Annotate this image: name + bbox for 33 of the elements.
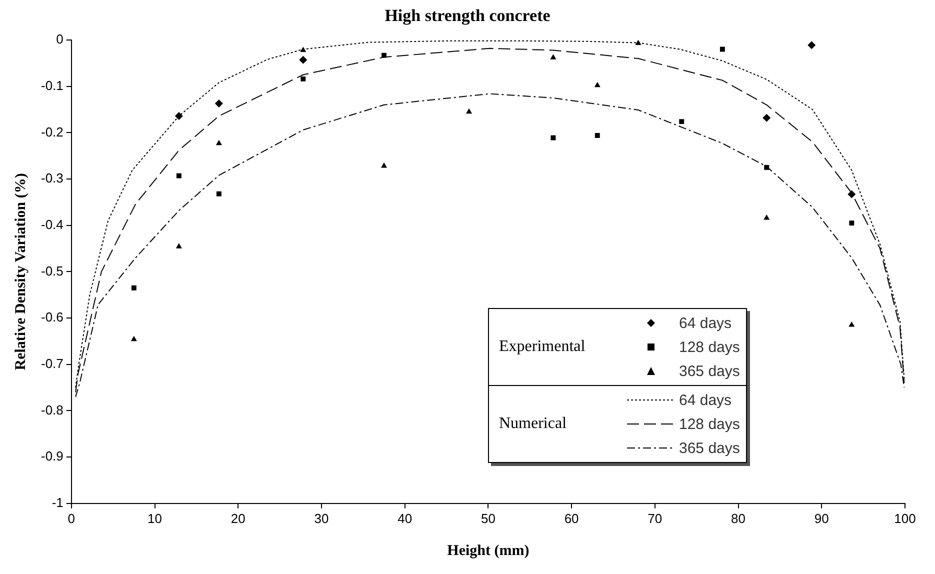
legend-label: 64 days <box>679 392 732 408</box>
y-tick-label: -0.4 <box>40 216 64 232</box>
legend-label: 64 days <box>679 314 732 332</box>
legend-label: 128 days <box>679 338 740 356</box>
y-tick-label: -0.6 <box>40 310 64 325</box>
x-tick-label: 70 <box>648 510 662 526</box>
y-tick-label: -1 <box>52 494 64 510</box>
legend-label: 365 days <box>679 440 740 456</box>
y-tick-label: -0.9 <box>40 448 64 464</box>
y-tick-label: -0.1 <box>40 78 64 93</box>
x-tick-label: 90 <box>814 510 829 526</box>
chart-title: High strength concrete <box>384 6 552 26</box>
y-tick-label: -0.5 <box>40 263 64 278</box>
y-tick-label: -0.8 <box>40 402 64 418</box>
annotation: Experimental <box>498 338 586 356</box>
x-tick-label: 100 <box>894 510 916 526</box>
x-tick-label: 20 <box>230 510 246 526</box>
y-tick-label: 0 <box>56 32 64 47</box>
legend-label: 128 days <box>679 416 740 432</box>
y-tick-label: -0.7 <box>40 356 64 371</box>
y-axis-title: Relative Density Variation (%) <box>12 173 29 370</box>
x-axis-title: Height (mm) <box>447 542 530 559</box>
x-tick-label: 0 <box>68 510 76 526</box>
x-tick-label: 50 <box>480 510 496 526</box>
legend-label: 365 days <box>679 362 740 380</box>
annotation: Numerical <box>498 415 568 433</box>
x-tick-label: 60 <box>564 510 579 526</box>
x-tick-label: 10 <box>148 510 162 526</box>
y-tick-label: -0.3 <box>40 170 64 186</box>
x-tick-label: 80 <box>731 510 746 526</box>
x-tick-label: 30 <box>314 510 329 526</box>
y-tick-label: -0.2 <box>40 124 64 140</box>
x-tick-label: 40 <box>398 510 412 526</box>
